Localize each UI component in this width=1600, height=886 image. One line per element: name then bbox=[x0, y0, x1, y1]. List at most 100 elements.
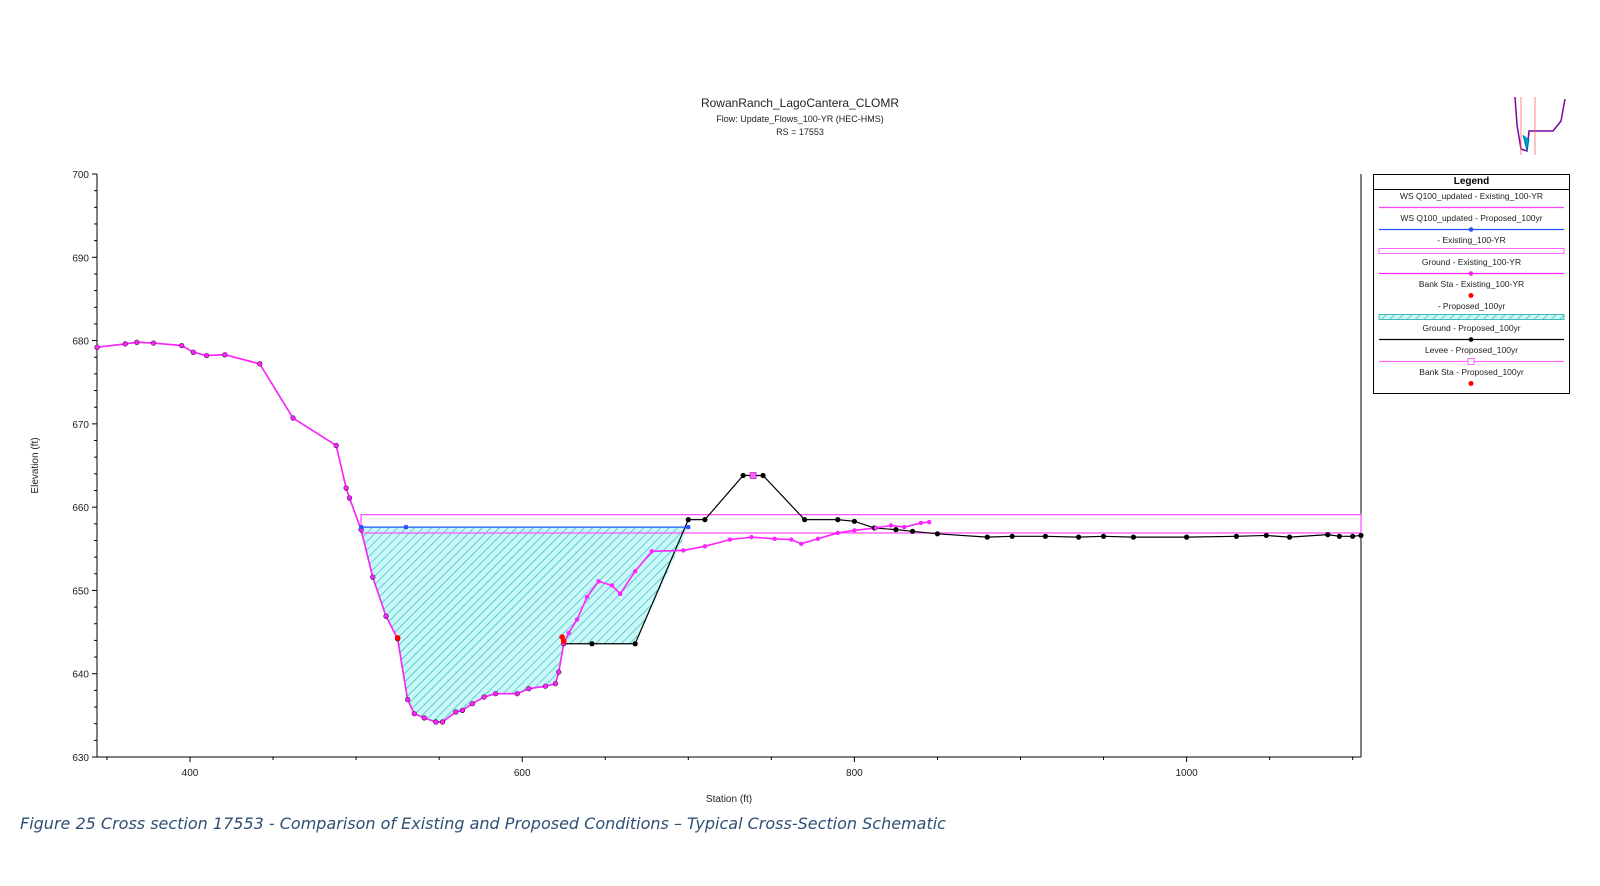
ground-existing-point bbox=[151, 340, 156, 346]
legend-swatch bbox=[1379, 227, 1564, 232]
chart-subtitle-rs: RS = 17553 bbox=[776, 127, 824, 137]
legend-item: WS Q100_updated - Existing_100-YR bbox=[1374, 190, 1569, 212]
legend-item-label: WS Q100_updated - Proposed_100yr bbox=[1400, 213, 1543, 223]
ground-existing-point bbox=[191, 350, 196, 355]
ground-existing-point bbox=[257, 361, 262, 367]
ground-existing-point bbox=[918, 520, 924, 526]
legend-item: Ground - Existing_100-YR bbox=[1374, 256, 1569, 278]
ground-existing-point bbox=[526, 686, 532, 691]
ground-existing-point bbox=[888, 523, 894, 528]
y-tick-label: 680 bbox=[72, 337, 89, 348]
ground-existing-point bbox=[204, 353, 209, 358]
ground-proposed-point bbox=[909, 528, 916, 534]
ground-existing-point bbox=[649, 549, 654, 554]
proposed-wetted-area bbox=[361, 527, 689, 723]
y-tick-label: 690 bbox=[72, 253, 89, 264]
ground-proposed-point bbox=[589, 641, 595, 647]
ground-existing-point bbox=[556, 669, 561, 675]
legend-item: - Proposed_100yr bbox=[1374, 300, 1569, 322]
ground-existing-point bbox=[543, 684, 548, 689]
ground-existing-point bbox=[681, 548, 686, 553]
ground-existing-point bbox=[789, 537, 794, 542]
ground-proposed-point bbox=[835, 517, 841, 523]
ground-existing-point bbox=[383, 614, 389, 619]
ground-proposed-point bbox=[1325, 532, 1331, 538]
ground-existing-point bbox=[515, 691, 520, 696]
ground-existing-point bbox=[422, 715, 427, 721]
ground-existing-point bbox=[333, 443, 339, 448]
ground-existing-point bbox=[343, 485, 349, 491]
ground-existing-point bbox=[609, 583, 615, 588]
ground-existing-point bbox=[702, 544, 708, 549]
ground-existing-point bbox=[749, 534, 754, 540]
levee-marker bbox=[749, 472, 757, 479]
ground-proposed-line bbox=[96, 341, 1362, 723]
ground-existing-point bbox=[815, 536, 821, 541]
legend: Legend WS Q100_updated - Existing_100-YR… bbox=[1373, 174, 1570, 394]
ground-existing-point bbox=[370, 574, 375, 580]
legend-swatch bbox=[1379, 206, 1564, 209]
y-tick-label: 660 bbox=[72, 503, 89, 514]
ground-proposed-point bbox=[1358, 532, 1364, 539]
legend-item-label: WS Q100_updated - Existing_100-YR bbox=[1399, 191, 1544, 201]
ground-proposed-point bbox=[1263, 532, 1269, 539]
legend-item-label: Bank Sta - Existing_100-YR bbox=[1418, 279, 1525, 289]
legend-item: Levee - Proposed_100yr bbox=[1374, 344, 1569, 366]
y-tick-label: 670 bbox=[72, 420, 89, 431]
proposed-flow-area bbox=[360, 513, 1362, 723]
ground-proposed-point bbox=[893, 527, 899, 533]
legend-item: WS Q100_updated - Proposed_100yr bbox=[1374, 212, 1569, 234]
ground-proposed-point bbox=[1042, 533, 1049, 539]
series-lines bbox=[96, 341, 1362, 723]
ground-proposed-point bbox=[984, 534, 990, 540]
legend-swatch bbox=[1379, 358, 1564, 365]
ground-existing-point bbox=[440, 719, 445, 725]
legend-item-label: Ground - Existing_100-YR bbox=[1421, 257, 1522, 267]
legend-item-label: - Existing_100-YR bbox=[1437, 235, 1506, 245]
ground-proposed-point bbox=[851, 518, 858, 524]
ground-existing-point bbox=[493, 691, 498, 696]
axes: 630 640 650 660 670 680 690 700 400 600 800 1000 bbox=[72, 170, 1362, 779]
ground-existing-point bbox=[835, 530, 840, 536]
legend-title: Legend bbox=[1374, 175, 1569, 190]
ground-existing-point bbox=[553, 681, 558, 686]
y-tick-label: 640 bbox=[72, 670, 89, 681]
cross-section-thumbnail bbox=[1513, 95, 1573, 157]
ground-proposed-point bbox=[685, 517, 691, 523]
ground-existing-point bbox=[632, 569, 638, 574]
legend-item: - Existing_100-YR bbox=[1374, 234, 1569, 256]
legend-swatch bbox=[1378, 314, 1565, 320]
legend-swatch bbox=[1468, 293, 1474, 298]
legend-item: Bank Sta - Proposed_100yr bbox=[1374, 366, 1569, 388]
x-tick-label: 800 bbox=[846, 768, 863, 779]
ground-existing-point bbox=[433, 719, 439, 725]
chart-title: RowanRanch_LagoCantera_CLOMR bbox=[700, 96, 900, 110]
ground-existing-point bbox=[123, 341, 128, 347]
ws-proposed-marker bbox=[403, 525, 408, 530]
bank-station-marker bbox=[560, 638, 567, 645]
ground-existing-point bbox=[453, 709, 458, 715]
ground-existing-point bbox=[470, 701, 475, 706]
ground-proposed-point bbox=[1183, 534, 1190, 540]
ground-existing-point bbox=[481, 694, 487, 700]
legend-item: Bank Sta - Existing_100-YR bbox=[1374, 278, 1569, 300]
legend-swatch bbox=[1468, 381, 1474, 386]
ground-existing-point bbox=[772, 536, 777, 541]
ground-proposed-point bbox=[801, 517, 808, 523]
legend-item-label: Levee - Proposed_100yr bbox=[1424, 345, 1519, 355]
ground-proposed-point bbox=[1336, 533, 1343, 539]
ground-existing-point bbox=[94, 345, 100, 350]
x-tick-label: 400 bbox=[182, 768, 199, 779]
ground-proposed-point bbox=[1076, 534, 1082, 540]
ground-existing-point bbox=[574, 617, 580, 622]
ground-existing-point bbox=[584, 594, 590, 600]
ground-existing-point bbox=[926, 519, 932, 525]
y-tick-label: 700 bbox=[72, 170, 89, 181]
ground-existing-point bbox=[852, 528, 857, 533]
ground-proposed-point bbox=[740, 472, 746, 479]
chart-subtitle-flow: Flow: Update_Flows_100-YR (HEC-HMS) bbox=[716, 114, 884, 124]
ground-existing-point bbox=[405, 697, 410, 702]
x-axis-label: Station (ft) bbox=[706, 794, 752, 805]
ground-proposed-point bbox=[1100, 533, 1107, 539]
ground-proposed-point bbox=[1286, 534, 1293, 540]
